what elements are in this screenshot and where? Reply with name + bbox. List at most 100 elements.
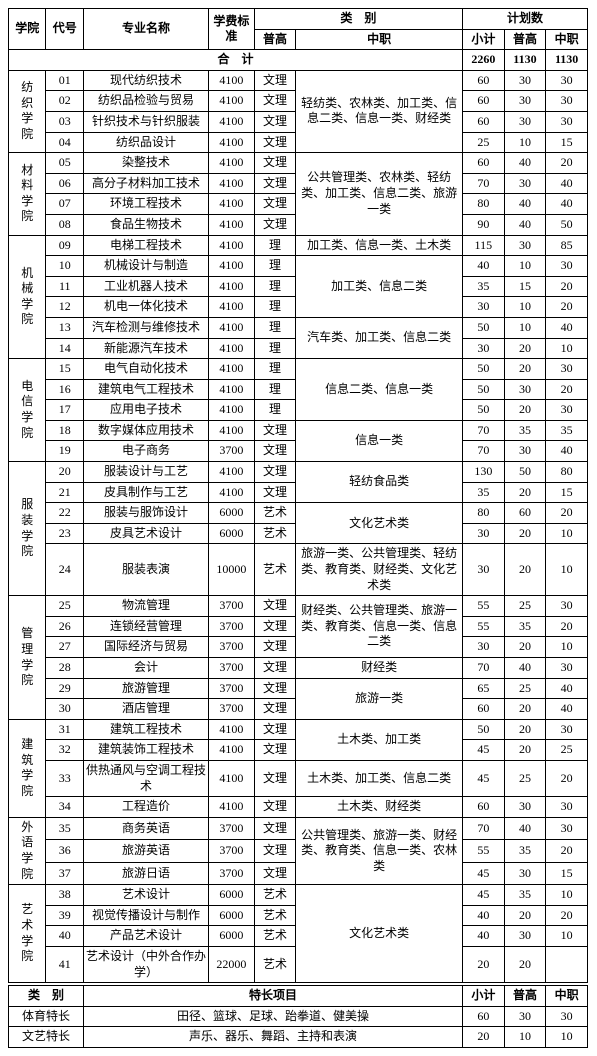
major-cell: 建筑工程技术 — [83, 719, 208, 740]
tuition-cell: 4100 — [208, 153, 254, 174]
spec-subtotal-cell: 60 — [463, 1006, 505, 1027]
tuition-cell: 3700 — [208, 441, 254, 462]
specialty-row: 文艺特长声乐、器乐、舞蹈、主持和表演201010 — [9, 1027, 588, 1048]
pugao-cell: 文理 — [254, 862, 296, 884]
zhongzhi-category-cell: 文化艺术类 — [296, 885, 463, 983]
subtotal-cell: 25 — [463, 132, 505, 153]
tuition-cell: 10000 — [208, 544, 254, 596]
code-cell: 20 — [46, 462, 83, 483]
code-cell: 32 — [46, 740, 83, 761]
zhongzhi-count-cell: 10 — [546, 637, 588, 658]
pugao-count-cell: 20 — [504, 719, 546, 740]
zhongzhi-count-cell: 30 — [546, 400, 588, 421]
college-cell: 管理学院 — [9, 596, 46, 720]
tuition-cell: 3700 — [208, 616, 254, 637]
code-cell: 04 — [46, 132, 83, 153]
table-row: 电信学院15电气自动化技术4100理信息二类、信息一类502030 — [9, 359, 588, 380]
pugao-cell: 文理 — [254, 91, 296, 112]
major-cell: 现代纺织技术 — [83, 70, 208, 91]
pugao-cell: 理 — [254, 276, 296, 297]
th-category: 类 别 — [254, 9, 462, 30]
zhongzhi-count-cell: 30 — [546, 817, 588, 839]
college-cell: 机械学院 — [9, 235, 46, 359]
code-cell: 40 — [46, 926, 83, 947]
zhongzhi-count-cell: 20 — [546, 905, 588, 926]
tuition-cell: 4100 — [208, 317, 254, 338]
major-cell: 机电一体化技术 — [83, 297, 208, 318]
zhongzhi-count-cell: 20 — [546, 503, 588, 524]
tuition-cell: 4100 — [208, 359, 254, 380]
tuition-cell: 4100 — [208, 462, 254, 483]
code-cell: 28 — [46, 658, 83, 679]
tuition-cell: 4100 — [208, 173, 254, 194]
subtotal-cell: 30 — [463, 544, 505, 596]
pugao-cell: 理 — [254, 317, 296, 338]
pugao-cell: 理 — [254, 297, 296, 318]
pugao-count-cell: 40 — [504, 817, 546, 839]
zhongzhi-count-cell: 20 — [546, 297, 588, 318]
subtotal-cell: 50 — [463, 317, 505, 338]
table-row: 24服装表演10000艺术旅游一类、公共管理类、轻纺类、教育类、财经类、文化艺术… — [9, 544, 588, 596]
pugao-cell: 理 — [254, 256, 296, 277]
pugao-cell: 文理 — [254, 132, 296, 153]
table-row: 艺术学院38艺术设计6000艺术文化艺术类453510 — [9, 885, 588, 906]
pugao-cell: 艺术 — [254, 926, 296, 947]
tuition-cell: 4100 — [208, 400, 254, 421]
table-row: 33供热通风与空调工程技术4100文理土木类、加工类、信息二类452520 — [9, 760, 588, 796]
college-cell: 服装学院 — [9, 462, 46, 596]
pugao-cell: 文理 — [254, 616, 296, 637]
major-cell: 新能源汽车技术 — [83, 338, 208, 359]
tuition-cell: 4100 — [208, 194, 254, 215]
pugao-count-cell: 60 — [504, 503, 546, 524]
zhongzhi-count-cell: 40 — [546, 173, 588, 194]
tuition-cell: 4100 — [208, 70, 254, 91]
pugao-cell: 文理 — [254, 719, 296, 740]
zhongzhi-category-cell: 汽车类、加工类、信息二类 — [296, 317, 463, 358]
college-cell: 纺织学院 — [9, 70, 46, 152]
spec-subtotal-cell: 20 — [463, 1027, 505, 1048]
zhongzhi-category-cell: 土木类、财经类 — [296, 797, 463, 818]
pugao-cell: 理 — [254, 235, 296, 256]
code-cell: 02 — [46, 91, 83, 112]
table-row: 服装学院20服装设计与工艺4100文理轻纺食品类1305080 — [9, 462, 588, 483]
zhongzhi-count-cell: 30 — [546, 359, 588, 380]
tuition-cell: 3700 — [208, 862, 254, 884]
code-cell: 21 — [46, 482, 83, 503]
tuition-cell: 4100 — [208, 379, 254, 400]
code-cell: 30 — [46, 699, 83, 720]
pugao-count-cell: 35 — [504, 885, 546, 906]
subtotal-cell: 65 — [463, 678, 505, 699]
spec-pugao-cell: 10 — [504, 1027, 546, 1048]
pugao-count-cell: 20 — [504, 905, 546, 926]
major-cell: 环境工程技术 — [83, 194, 208, 215]
pugao-cell: 文理 — [254, 194, 296, 215]
subtotal-cell: 20 — [463, 946, 505, 982]
code-cell: 35 — [46, 817, 83, 839]
pugao-cell: 艺术 — [254, 544, 296, 596]
code-cell: 12 — [46, 297, 83, 318]
pugao-count-cell: 50 — [504, 462, 546, 483]
tuition-cell: 4100 — [208, 132, 254, 153]
zhongzhi-category-cell: 加工类、信息二类 — [296, 256, 463, 318]
pugao-count-cell: 35 — [504, 420, 546, 441]
zhongzhi-count-cell: 40 — [546, 441, 588, 462]
pugao-cell: 文理 — [254, 817, 296, 839]
total-pugao: 1130 — [504, 50, 546, 71]
code-cell: 15 — [46, 359, 83, 380]
pugao-cell: 文理 — [254, 111, 296, 132]
pugao-count-cell: 30 — [504, 173, 546, 194]
pugao-count-cell: 35 — [504, 840, 546, 862]
major-cell: 国际经济与贸易 — [83, 637, 208, 658]
code-cell: 22 — [46, 503, 83, 524]
pugao-count-cell: 20 — [504, 338, 546, 359]
pugao-count-cell: 40 — [504, 214, 546, 235]
code-cell: 01 — [46, 70, 83, 91]
major-cell: 工业机器人技术 — [83, 276, 208, 297]
subtotal-cell: 70 — [463, 817, 505, 839]
pugao-cell: 文理 — [254, 441, 296, 462]
code-cell: 16 — [46, 379, 83, 400]
code-cell: 06 — [46, 173, 83, 194]
zhongzhi-category-cell: 土木类、加工类、信息二类 — [296, 760, 463, 796]
code-cell: 41 — [46, 946, 83, 982]
th-plan: 计划数 — [463, 9, 588, 30]
